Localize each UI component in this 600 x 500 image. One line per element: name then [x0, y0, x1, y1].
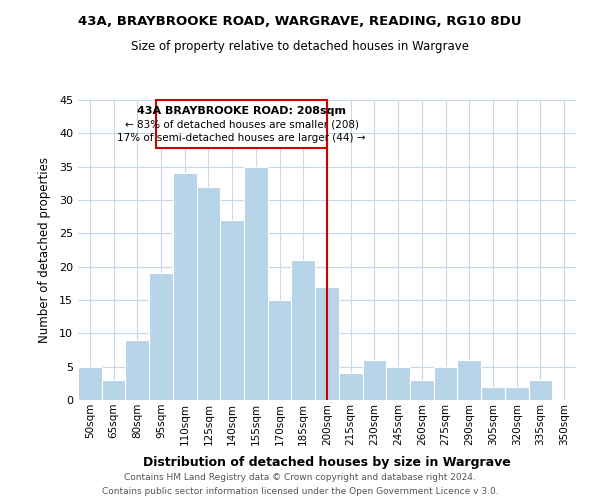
Y-axis label: Number of detached properties: Number of detached properties — [38, 157, 50, 343]
Text: Size of property relative to detached houses in Wargrave: Size of property relative to detached ho… — [131, 40, 469, 53]
Text: 17% of semi-detached houses are larger (44) →: 17% of semi-detached houses are larger (… — [118, 134, 366, 143]
Bar — [197, 186, 220, 400]
Text: Contains HM Land Registry data © Crown copyright and database right 2024.: Contains HM Land Registry data © Crown c… — [124, 473, 476, 482]
Bar — [505, 386, 529, 400]
X-axis label: Distribution of detached houses by size in Wargrave: Distribution of detached houses by size … — [143, 456, 511, 469]
Text: ← 83% of detached houses are smaller (208): ← 83% of detached houses are smaller (20… — [125, 120, 359, 130]
Bar — [220, 220, 244, 400]
Bar — [339, 374, 362, 400]
Bar — [457, 360, 481, 400]
Bar — [102, 380, 125, 400]
Bar — [78, 366, 102, 400]
Bar — [268, 300, 292, 400]
Bar — [481, 386, 505, 400]
Bar — [529, 380, 552, 400]
Bar — [125, 340, 149, 400]
Bar — [315, 286, 339, 400]
Text: Contains public sector information licensed under the Open Government Licence v : Contains public sector information licen… — [101, 486, 499, 496]
Bar — [244, 166, 268, 400]
Bar — [149, 274, 173, 400]
Bar — [410, 380, 434, 400]
Text: 43A BRAYBROOKE ROAD: 208sqm: 43A BRAYBROOKE ROAD: 208sqm — [137, 106, 346, 116]
Bar — [434, 366, 457, 400]
Bar — [173, 174, 197, 400]
Bar — [292, 260, 315, 400]
Bar — [362, 360, 386, 400]
Bar — [386, 366, 410, 400]
Text: 43A, BRAYBROOKE ROAD, WARGRAVE, READING, RG10 8DU: 43A, BRAYBROOKE ROAD, WARGRAVE, READING,… — [78, 15, 522, 28]
FancyBboxPatch shape — [156, 100, 327, 148]
